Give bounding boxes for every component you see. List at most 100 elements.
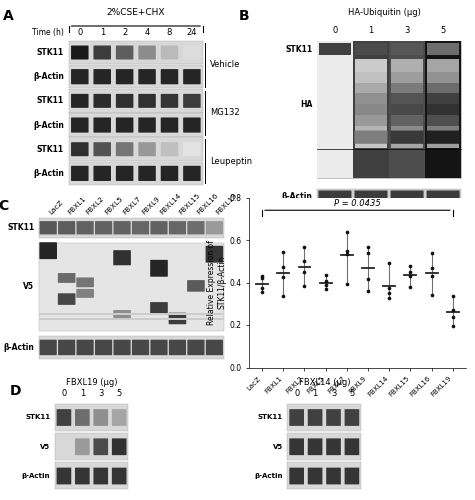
FancyBboxPatch shape bbox=[116, 46, 133, 60]
Bar bbox=[317, 189, 461, 204]
FancyBboxPatch shape bbox=[138, 94, 156, 108]
FancyBboxPatch shape bbox=[132, 221, 149, 234]
Text: 0: 0 bbox=[77, 28, 83, 37]
Point bbox=[428, 249, 436, 257]
FancyBboxPatch shape bbox=[161, 46, 178, 60]
Point bbox=[407, 283, 414, 291]
Bar bbox=[39, 218, 224, 238]
Text: A: A bbox=[2, 10, 13, 24]
FancyBboxPatch shape bbox=[116, 118, 133, 132]
Point bbox=[258, 274, 266, 282]
Point bbox=[407, 268, 414, 276]
FancyBboxPatch shape bbox=[57, 409, 71, 426]
Bar bbox=[355, 80, 387, 94]
FancyBboxPatch shape bbox=[138, 69, 156, 84]
Bar bbox=[287, 462, 361, 489]
Text: 1: 1 bbox=[80, 389, 85, 398]
FancyBboxPatch shape bbox=[344, 409, 359, 426]
FancyBboxPatch shape bbox=[161, 142, 178, 156]
FancyBboxPatch shape bbox=[326, 438, 341, 455]
FancyBboxPatch shape bbox=[326, 468, 341, 484]
Text: P = 0.0435: P = 0.0435 bbox=[334, 198, 381, 207]
Text: STK11: STK11 bbox=[37, 96, 64, 106]
Bar bbox=[391, 102, 423, 115]
Point bbox=[258, 288, 266, 296]
FancyBboxPatch shape bbox=[206, 246, 223, 262]
FancyBboxPatch shape bbox=[150, 302, 168, 314]
Bar bbox=[68, 41, 203, 64]
Bar bbox=[427, 59, 459, 72]
Text: β-Actin: β-Actin bbox=[33, 169, 64, 178]
Text: FBXL2: FBXL2 bbox=[85, 196, 105, 216]
FancyBboxPatch shape bbox=[114, 340, 131, 355]
Text: STK11: STK11 bbox=[37, 144, 64, 154]
FancyBboxPatch shape bbox=[354, 130, 388, 144]
Y-axis label: Relative Expression of
STK11/β-Actin: Relative Expression of STK11/β-Actin bbox=[208, 240, 227, 325]
Point bbox=[364, 249, 372, 257]
Point bbox=[343, 250, 351, 258]
FancyBboxPatch shape bbox=[113, 250, 131, 266]
FancyBboxPatch shape bbox=[326, 409, 341, 426]
FancyBboxPatch shape bbox=[94, 438, 108, 455]
FancyBboxPatch shape bbox=[318, 190, 352, 202]
Point bbox=[258, 272, 266, 280]
Text: D: D bbox=[10, 384, 21, 398]
FancyBboxPatch shape bbox=[183, 142, 200, 156]
Bar bbox=[391, 70, 423, 82]
Bar bbox=[39, 243, 224, 331]
FancyBboxPatch shape bbox=[169, 340, 186, 355]
Point bbox=[301, 244, 308, 252]
Text: V5: V5 bbox=[23, 282, 34, 292]
Point bbox=[343, 228, 351, 235]
Text: FBXL5: FBXL5 bbox=[104, 196, 124, 216]
Point bbox=[428, 264, 436, 272]
Bar bbox=[355, 124, 387, 137]
FancyBboxPatch shape bbox=[187, 280, 205, 291]
Text: β-Actin: β-Actin bbox=[3, 343, 34, 352]
Bar bbox=[355, 70, 387, 82]
Bar bbox=[55, 404, 128, 431]
FancyBboxPatch shape bbox=[206, 340, 223, 355]
Text: FBXL16: FBXL16 bbox=[196, 192, 219, 216]
Bar bbox=[355, 44, 387, 55]
Point bbox=[279, 248, 287, 256]
Bar bbox=[68, 138, 203, 161]
Bar bbox=[353, 41, 389, 177]
Text: Time (h): Time (h) bbox=[32, 28, 64, 37]
Point bbox=[364, 244, 372, 252]
Text: β-Actin: β-Actin bbox=[22, 473, 50, 479]
FancyBboxPatch shape bbox=[183, 69, 200, 84]
Bar bbox=[427, 70, 459, 82]
FancyBboxPatch shape bbox=[39, 340, 57, 355]
Bar bbox=[391, 124, 423, 137]
FancyBboxPatch shape bbox=[427, 190, 460, 202]
Bar bbox=[391, 59, 423, 72]
Point bbox=[301, 257, 308, 265]
FancyBboxPatch shape bbox=[58, 273, 76, 283]
Text: 8: 8 bbox=[167, 28, 172, 37]
FancyBboxPatch shape bbox=[161, 118, 178, 132]
Text: β-Actin: β-Actin bbox=[33, 72, 64, 81]
FancyBboxPatch shape bbox=[169, 221, 186, 234]
Text: 3: 3 bbox=[404, 26, 410, 35]
FancyBboxPatch shape bbox=[289, 438, 304, 455]
FancyBboxPatch shape bbox=[113, 310, 131, 318]
Text: 0: 0 bbox=[61, 389, 66, 398]
Point bbox=[322, 285, 330, 293]
Bar bbox=[427, 80, 459, 94]
FancyBboxPatch shape bbox=[112, 438, 126, 455]
Point bbox=[343, 280, 351, 287]
Text: STK11: STK11 bbox=[285, 44, 313, 54]
Point bbox=[258, 284, 266, 292]
FancyBboxPatch shape bbox=[116, 94, 133, 108]
Point bbox=[279, 262, 287, 270]
Point bbox=[301, 268, 308, 276]
Bar bbox=[287, 433, 361, 460]
FancyBboxPatch shape bbox=[169, 312, 186, 324]
Bar bbox=[391, 44, 423, 55]
FancyBboxPatch shape bbox=[150, 260, 168, 276]
Text: FBXL19 (μg): FBXL19 (μg) bbox=[66, 378, 117, 387]
FancyBboxPatch shape bbox=[183, 118, 200, 132]
Point bbox=[449, 292, 456, 300]
Text: β-Actin: β-Actin bbox=[282, 192, 313, 200]
